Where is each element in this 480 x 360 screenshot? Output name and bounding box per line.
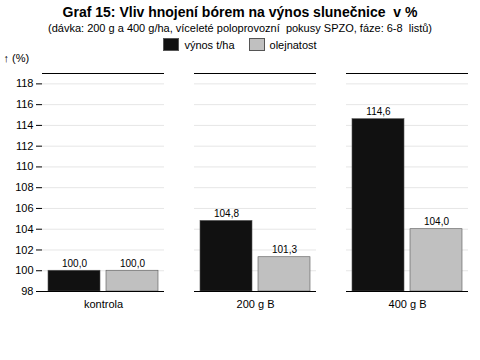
svg-text:114: 114 bbox=[16, 119, 34, 131]
svg-text:116: 116 bbox=[16, 98, 34, 110]
svg-text:104: 104 bbox=[15, 223, 33, 235]
html-text:(dávka: 200 g a 400 g/ha, více: (dávka: 200 g a 400 g/ha, víceleté polop… bbox=[48, 22, 432, 34]
svg-text:100,0: 100,0 bbox=[120, 258, 145, 269]
svg-text:104,8: 104,8 bbox=[214, 208, 239, 219]
html-text:olejnatost: olejnatost bbox=[269, 38, 317, 51]
svg-text:98: 98 bbox=[21, 285, 33, 297]
svg-text:400 g B: 400 g B bbox=[389, 298, 427, 310]
svg-text:↑ (%): ↑ (%) bbox=[4, 52, 30, 64]
svg-text:106: 106 bbox=[15, 202, 33, 214]
svg-text:118: 118 bbox=[16, 77, 34, 89]
svg-text:104,0: 104,0 bbox=[424, 216, 449, 227]
svg-text:200 g B: 200 g B bbox=[237, 298, 275, 310]
html-text:výnos t/ha: výnos t/ha bbox=[184, 38, 235, 51]
svg-text:101,3: 101,3 bbox=[272, 244, 297, 255]
svg-text:110: 110 bbox=[16, 160, 34, 172]
svg-text:100: 100 bbox=[15, 264, 33, 276]
svg-text:112: 112 bbox=[16, 140, 34, 152]
svg-text:108: 108 bbox=[15, 181, 33, 193]
svg-text:100,0: 100,0 bbox=[62, 258, 87, 269]
svg-text:kontrola: kontrola bbox=[84, 298, 124, 310]
svg-text:102: 102 bbox=[15, 243, 33, 255]
svg-text:114,6: 114,6 bbox=[366, 106, 391, 117]
html-text:Graf 15: Vliv hnojení bórem na: Graf 15: Vliv hnojení bórem na výnos slu… bbox=[62, 4, 418, 20]
